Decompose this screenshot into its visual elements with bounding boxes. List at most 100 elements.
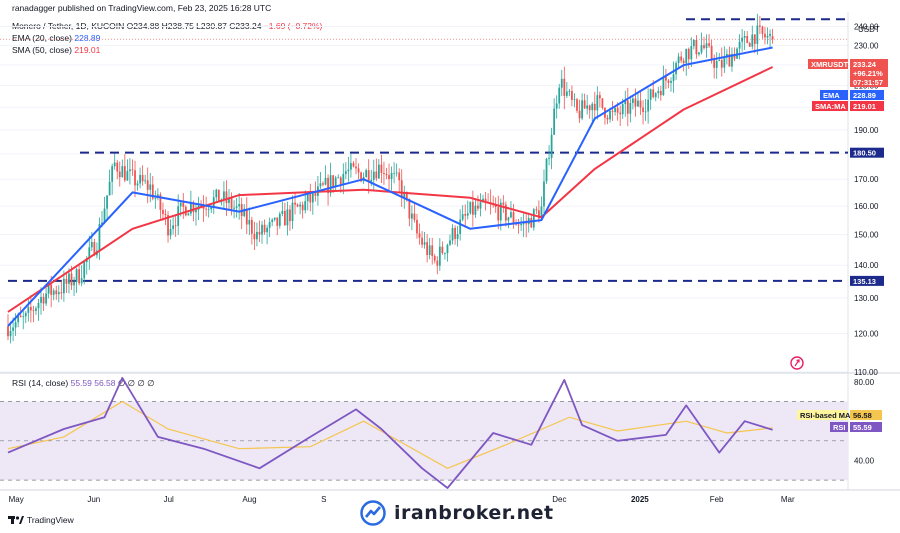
candle-body [746,36,749,43]
candle-body [677,56,680,64]
candle-body [136,183,139,186]
candle-body [647,99,650,112]
candle-body [525,223,528,225]
candle-body [667,80,670,83]
candle-body [339,177,342,185]
axis-unit-label: USDT [858,25,880,34]
rsi-tag-badge-text: RSI [833,423,846,432]
rsi-legend[interactable]: RSI (14, close) 55.59 56.58 ∅ ∅ ∅ ∅ [12,378,155,389]
candle-body [182,202,185,207]
candle-body [637,100,639,107]
candle-body [35,308,37,311]
candle-body [365,170,368,177]
candle-body [560,78,563,88]
candle-body [370,179,373,182]
candle-body [352,163,355,167]
candle-body [692,39,695,47]
candle-body [243,208,246,217]
sma50-line [7,66,774,313]
candle-body [268,222,271,228]
candle-body [657,90,660,94]
candle-body [459,219,462,234]
candle-body [609,110,611,120]
tradingview-brand[interactable]: TradingView [8,515,74,525]
candle-body [576,99,578,111]
candle-body [24,312,27,317]
candle-body [769,33,771,36]
candle-body [715,61,718,68]
candle-body [12,327,14,331]
candle-body [271,219,274,223]
candle-body [278,213,281,226]
candle-body [418,233,421,238]
candle-body [223,191,225,200]
watermark-logo-icon [360,500,386,526]
candle-body [438,246,441,266]
candle-body [314,192,317,196]
candle-body [695,39,698,55]
candle-body [764,33,766,38]
candle-body [484,198,487,203]
candle-body [90,242,93,248]
sma-legend[interactable]: SMA (50, close) 219.01 [12,45,100,55]
candle-body [57,292,60,295]
candle-body [469,201,472,214]
symbol-badge-text: XMRUSDT [811,60,849,69]
candle-body [670,80,672,83]
candle-body [385,173,388,176]
candle-body [540,206,543,219]
candle-body [428,245,431,256]
candle-body [306,194,309,202]
candle-body [19,315,22,317]
candle-body [360,172,362,182]
candle-body [601,98,604,108]
candle-body [342,173,345,185]
candle-body [723,57,726,68]
candle-body [301,204,304,211]
candle-body [464,214,467,216]
candle-body [733,53,736,59]
candle-body [571,91,573,100]
alert-icon[interactable] [790,356,804,370]
candle-body [319,183,322,187]
candle-body [454,227,456,239]
candle-body [512,212,515,224]
candle-body [741,37,744,42]
candle-body [644,111,647,113]
candle-body [611,110,614,112]
candle-body [621,104,624,115]
candle-body [383,172,385,174]
candle-body [573,99,576,101]
candle-body [131,169,134,171]
candle-body [703,45,705,49]
candle-body [22,316,25,318]
candle-body [413,213,416,220]
sma-value-badge: 219.01 [850,101,884,111]
ema-legend[interactable]: EMA (20, close) 228.89 [12,33,100,43]
level-low-badge-text: 135.13 [853,277,876,286]
sma-legend-value: 219.01 [74,45,101,55]
candle-body [174,225,177,227]
last-price-badge-text: +96.21% [853,69,883,78]
candle-body [118,171,121,178]
candle-body [32,310,35,312]
candle-body [390,173,393,179]
candle-body [517,224,520,226]
candle-body [497,207,500,221]
price-tick-label: 170.00 [854,175,879,184]
candle-body [205,208,208,210]
sma-value-badge-text: 219.01 [853,102,876,111]
candle-body [522,223,525,225]
candle-body [235,206,238,208]
rsi-line [7,376,773,489]
candle-body [70,273,73,286]
candle-body [200,205,202,207]
candle-body [37,302,40,309]
candle-body [101,222,103,225]
candle-body [593,103,596,111]
candle-body [538,210,540,219]
price-tick-label: 140.00 [854,261,879,270]
sma-tag-badge: SMA:MA [812,101,848,111]
last-price-badge: 233.24+96.21%07:31:57 [850,59,888,87]
